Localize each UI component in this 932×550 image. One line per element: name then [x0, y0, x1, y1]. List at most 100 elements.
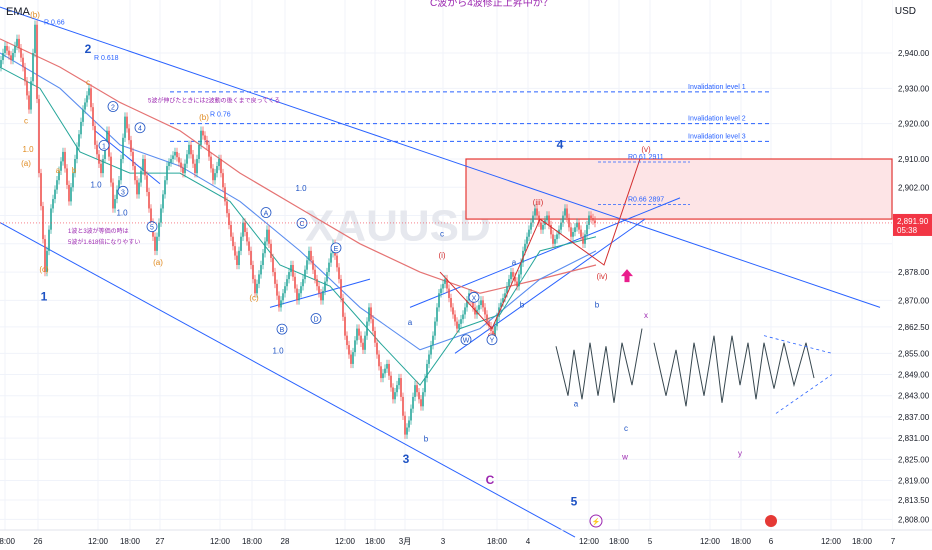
candle-body: [98, 154, 100, 164]
time-tick-label: 18:00: [609, 537, 630, 546]
candle-body: [462, 314, 464, 320]
candle-body: [322, 290, 324, 301]
candle-body: [442, 283, 444, 289]
price-tick-label: 2,825.00: [898, 455, 930, 464]
candle-body: [584, 234, 586, 244]
candle-body: [42, 206, 44, 240]
candle-body: [506, 286, 508, 294]
candle-body: [580, 229, 582, 237]
candle-body: [370, 307, 372, 320]
wave-label: 3: [403, 452, 410, 466]
candle-body: [428, 354, 430, 364]
ema-mid-line: [0, 52, 597, 351]
wave-circled-label: C: [299, 221, 304, 228]
time-tick-label: 12:00: [88, 537, 109, 546]
candle-body: [306, 260, 308, 270]
candle-body: [36, 24, 38, 99]
candle-body: [274, 272, 276, 284]
candle-body: [14, 45, 16, 53]
candle-body: [426, 363, 428, 379]
candle-body: [20, 48, 22, 58]
candle-body: [56, 180, 58, 190]
candle-body: [8, 50, 10, 56]
candle-body: [114, 199, 116, 209]
candle-body: [286, 279, 288, 287]
wave-circle: [486, 334, 498, 346]
candle-body: [186, 154, 188, 164]
candle-body: [262, 253, 264, 265]
indicator-legend[interactable]: EMA: [6, 6, 30, 18]
candle-body: [530, 222, 532, 230]
candle-body: [376, 342, 378, 355]
candle-body: [210, 156, 212, 169]
wave-label: (b): [30, 11, 40, 20]
candle-body: [106, 130, 108, 145]
candle-body: [74, 159, 76, 174]
candle-body: [356, 328, 358, 341]
candle-body: [518, 274, 520, 287]
candle-body: [78, 134, 80, 147]
candle-body: [490, 326, 492, 331]
candle-body: [84, 102, 86, 110]
candle-body: [220, 159, 222, 174]
candle-body: [40, 173, 42, 207]
wave-label: b: [595, 300, 600, 309]
candle-body: [438, 293, 440, 308]
candle-body: [484, 307, 486, 315]
candle-body: [28, 95, 30, 110]
wave-label: a: [574, 399, 579, 408]
candle-body: [172, 155, 174, 159]
candle-body: [72, 173, 74, 188]
candle-body: [158, 222, 160, 237]
candle-body: [494, 326, 496, 336]
candle-body: [280, 300, 282, 308]
candle-body: [148, 191, 150, 209]
candle-body: [440, 288, 442, 294]
candle-body: [300, 286, 302, 294]
candle-body: [64, 151, 66, 169]
candle-body: [238, 250, 240, 265]
candle-body: [90, 88, 92, 108]
candle-body: [112, 182, 114, 209]
wave-label: c: [86, 78, 90, 87]
candle-body: [514, 276, 516, 282]
candle-body: [532, 215, 534, 223]
candle-body: [560, 222, 562, 230]
candle-body: [154, 236, 156, 251]
candle-body: [542, 224, 544, 230]
wave-label: a: [408, 318, 413, 327]
candle-body: [272, 257, 274, 273]
candle-body: [568, 217, 570, 228]
candle-body: [348, 345, 350, 355]
candle-body: [184, 163, 186, 174]
channel-line: [454, 218, 646, 354]
price-tick-label: 2,870.00: [898, 296, 930, 305]
candle-body: [474, 307, 476, 315]
candle-body: [582, 236, 584, 244]
candle-body: [144, 159, 146, 176]
candle-body: [194, 163, 196, 174]
candle-body: [398, 378, 400, 386]
up-arrow-icon: [621, 269, 633, 283]
candle-body: [454, 314, 456, 322]
wave-circle: [460, 334, 472, 346]
wave-label: 5: [571, 494, 578, 508]
candle-body: [276, 283, 278, 296]
channel-line: [0, 222, 576, 538]
candle-body: [404, 415, 406, 435]
candle-body: [352, 352, 354, 364]
candle-body: [576, 222, 578, 228]
candle-body: [248, 241, 250, 251]
wave-label: a: [512, 258, 517, 267]
candle-body: [232, 236, 234, 247]
time-tick-label: 12:00: [210, 537, 231, 546]
wave-label: c: [24, 117, 28, 126]
channel-line: [409, 197, 681, 308]
channel-line: [94, 130, 161, 185]
candle-body: [562, 215, 564, 223]
wave-label: 2: [85, 42, 92, 56]
candle-body: [22, 57, 24, 68]
